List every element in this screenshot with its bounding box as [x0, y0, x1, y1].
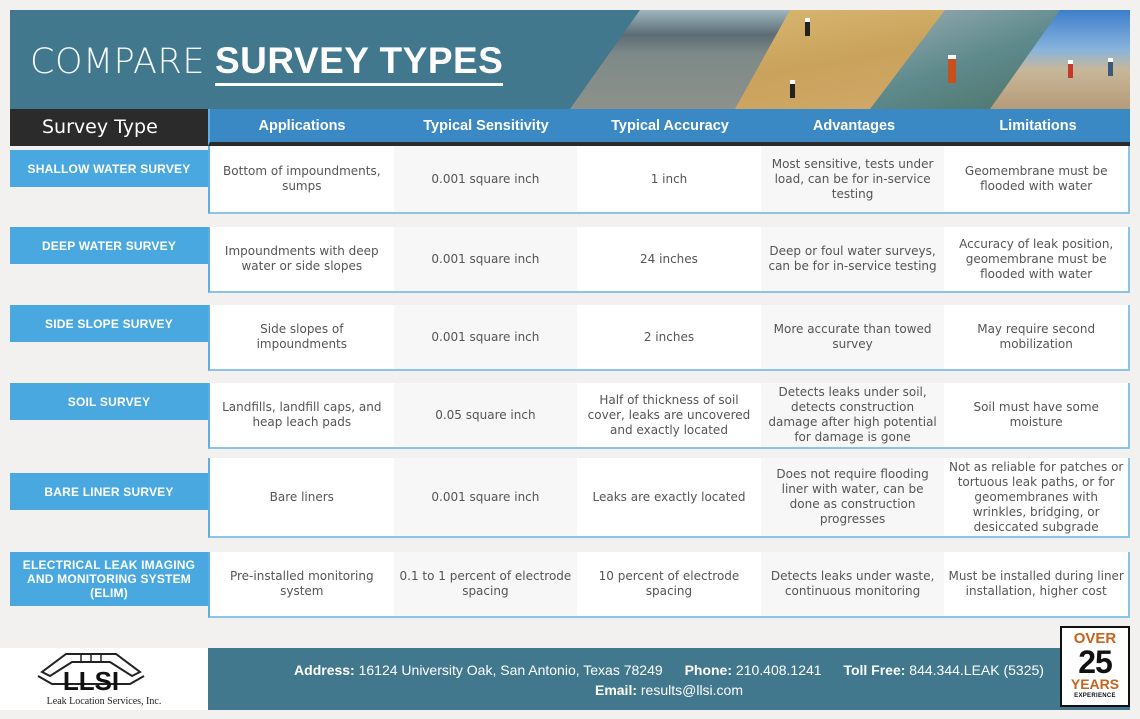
address-label: Address:: [294, 662, 355, 678]
badge-over: OVER: [1073, 630, 1117, 647]
title-light: COMPARE: [30, 42, 205, 82]
survey-type-label: DEEP WATER SURVEY: [10, 227, 208, 264]
cell-limitations: Accuracy of leak position, geomembrane m…: [944, 227, 1128, 291]
header-advantages: Advantages: [812, 118, 896, 134]
email-link[interactable]: results@llsi.com: [640, 682, 744, 698]
cell-limitations: Soil must have some moisture: [944, 383, 1128, 447]
cell-advantages: Deep or foul water surveys, can be for i…: [760, 227, 945, 291]
cell-limitations: Not as reliable for patches or tortuous …: [944, 458, 1128, 536]
llsi-logo-icon: LLSI: [37, 653, 145, 692]
cell-advantages: Detects leaks under waste, continuous mo…: [760, 552, 945, 616]
cell-advantages: More accurate than towed survey: [760, 305, 945, 369]
cell-advantages: Most sensitive, tests under load, can be…: [760, 146, 945, 212]
cell-accuracy: 2 inches: [577, 305, 761, 369]
table-row: Bare liners 0.001 square inch Leaks are …: [208, 458, 1130, 538]
survey-type-label: BARE LINER SURVEY: [10, 473, 208, 510]
worker-figure: [948, 55, 956, 83]
survey-type-label: SIDE SLOPE SURVEY: [10, 305, 208, 342]
table-row: Side slopes of impoundments 0.001 square…: [208, 305, 1130, 371]
header-accuracy: Typical Accuracy: [611, 118, 729, 134]
header-survey-type: Survey Type: [10, 109, 208, 146]
contact-line-1: Address: 16124 University Oak, San Anton…: [208, 660, 1130, 680]
banner: COMPARE SURVEY TYPES: [10, 10, 1130, 109]
cell-applications: Pre-installed monitoring system: [210, 552, 394, 616]
cell-limitations: Geomembrane must be flooded with water: [944, 146, 1128, 212]
contact-bar: Address: 16124 University Oak, San Anton…: [208, 648, 1130, 710]
badge-experience: EXPERIENCE: [1074, 693, 1116, 699]
company-logo: LLSI Leak Location Services, Inc.: [0, 648, 208, 710]
table-row: Bottom of impoundments, sumps 0.001 squa…: [208, 146, 1130, 214]
worker-figure: [1108, 58, 1113, 76]
badge-number: 25: [1078, 644, 1113, 680]
table-row: Pre-installed monitoring system 0.1 to 1…: [208, 552, 1130, 618]
cell-applications: Bare liners: [210, 458, 394, 536]
worker-figure: [790, 80, 795, 98]
title-bold: SURVEY TYPES: [214, 40, 504, 86]
photo-collage: [570, 10, 1130, 109]
address-value: 16124 University Oak, San Antonio, Texas…: [358, 662, 663, 678]
survey-type-label: ELECTRICAL LEAK IMAGING AND MONITORING S…: [10, 552, 208, 606]
table-header: Applications Typical Sensitivity Typical…: [208, 109, 1130, 146]
cell-sensitivity: 0.1 to 1 percent of electrode spacing: [393, 552, 578, 616]
survey-type-label: SHALLOW WATER SURVEY: [10, 150, 208, 187]
page-title: COMPARE SURVEY TYPES: [30, 40, 504, 86]
tollfree-value[interactable]: 844.344.LEAK (5325): [909, 662, 1044, 678]
cell-sensitivity: 0.001 square inch: [393, 458, 578, 536]
cell-applications: Bottom of impoundments, sumps: [210, 146, 394, 212]
cell-sensitivity: 0.001 square inch: [393, 146, 578, 212]
contact-line-2: Email: results@llsi.com: [208, 680, 1130, 700]
experience-badge: OVER 25 YEARS EXPERIENCE: [1060, 626, 1130, 707]
cell-limitations: Must be installed during liner installat…: [944, 552, 1128, 616]
header-sensitivity: Typical Sensitivity: [423, 118, 549, 134]
worker-figure: [805, 18, 810, 36]
worker-figure: [1068, 60, 1073, 78]
company-name: Leak Location Services, Inc.: [46, 696, 162, 707]
phone-label: Phone:: [684, 662, 733, 678]
badge-years: YEARS: [1070, 676, 1120, 692]
cell-accuracy: Half of thickness of soil cover, leaks a…: [577, 383, 761, 447]
cell-advantages: Does not require flooding liner with wat…: [760, 458, 945, 536]
header-applications: Applications: [258, 118, 346, 134]
email-label: Email:: [594, 682, 637, 698]
cell-advantages: Detects leaks under soil, detects constr…: [760, 383, 945, 447]
cell-sensitivity: 0.001 square inch: [393, 227, 578, 291]
cell-sensitivity: 0.001 square inch: [393, 305, 578, 369]
table-row: Landfills, landfill caps, and heap leach…: [208, 383, 1130, 449]
cell-applications: Side slopes of impoundments: [210, 305, 394, 369]
svg-text:LLSI: LLSI: [63, 666, 119, 692]
cell-sensitivity: 0.05 square inch: [393, 383, 578, 447]
phone-value[interactable]: 210.408.1241: [735, 662, 822, 678]
cell-applications: Impoundments with deep water or side slo…: [210, 227, 394, 291]
tollfree-label: Toll Free:: [843, 662, 906, 678]
cell-accuracy: 1 inch: [577, 146, 761, 212]
cell-accuracy: Leaks are exactly located: [577, 458, 761, 536]
header-limitations: Limitations: [999, 118, 1077, 134]
cell-limitations: May require second mobilization: [944, 305, 1128, 369]
cell-applications: Landfills, landfill caps, and heap leach…: [210, 383, 394, 447]
cell-accuracy: 10 percent of electrode spacing: [577, 552, 761, 616]
cell-accuracy: 24 inches: [577, 227, 761, 291]
survey-type-label: SOIL SURVEY: [10, 383, 208, 420]
table-row: Impoundments with deep water or side slo…: [208, 227, 1130, 293]
